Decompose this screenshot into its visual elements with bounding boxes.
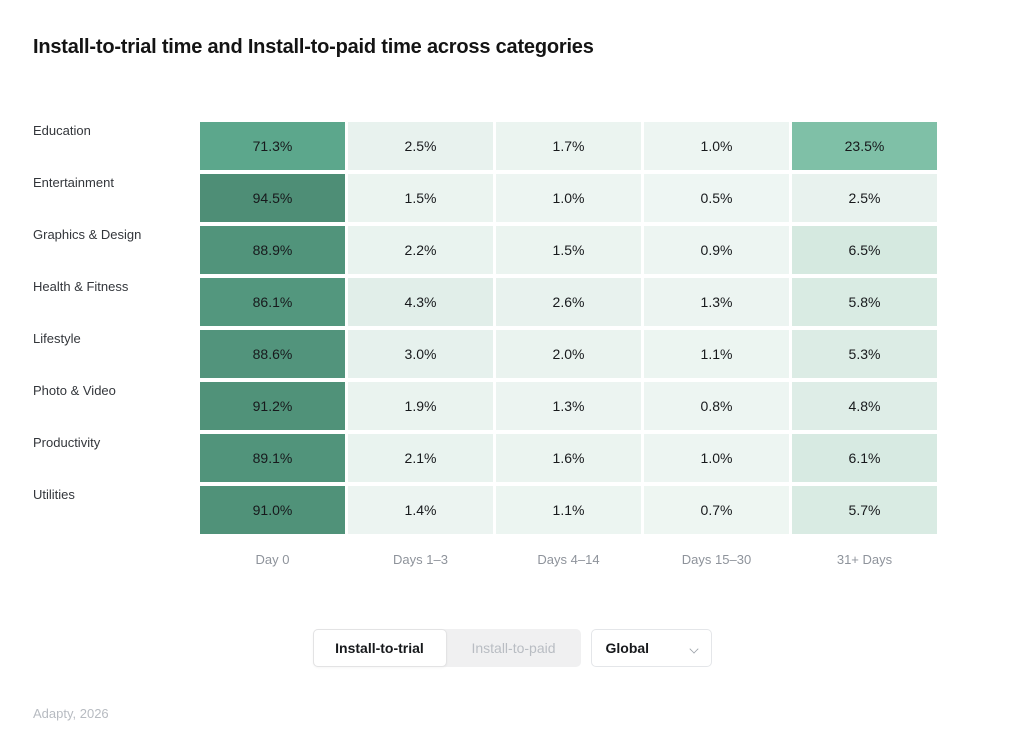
x-axis-label: Days 1–3 <box>393 552 448 567</box>
heatmap-cell: 1.0% <box>496 174 641 222</box>
heatmap-cell: 3.0% <box>348 330 493 378</box>
heatmap-row: Photo & Video 91.2% 1.9% 1.3% 0.8% 4.8% <box>33 382 937 430</box>
row-label: Utilities <box>33 487 75 502</box>
heatmap-cell: 1.5% <box>348 174 493 222</box>
heatmap-cell: 1.9% <box>348 382 493 430</box>
heatmap-row: Health & Fitness 86.1% 4.3% 2.6% 1.3% 5.8% <box>33 278 937 326</box>
row-label: Entertainment <box>33 175 114 190</box>
x-axis-label: 31+ Days <box>836 552 893 567</box>
region-dropdown[interactable]: Global <box>590 629 712 667</box>
heatmap-row: Graphics & Design 88.9% 2.2% 1.5% 0.9% 6.5% <box>33 226 937 274</box>
x-axis-label: Days 15–30 <box>681 552 752 567</box>
heatmap-cell: 88.6% <box>200 330 345 378</box>
row-label: Graphics & Design <box>33 227 142 242</box>
heatmap-cell: 1.6% <box>496 434 641 482</box>
heatmap-cell: 0.7% <box>644 486 789 534</box>
heatmap-cell: 1.3% <box>496 382 641 430</box>
heatmap-cell: 5.7% <box>792 486 937 534</box>
row-label: Lifestyle <box>33 331 81 346</box>
region-dropdown-value: Global <box>605 640 650 656</box>
chart-controls: Install-to-trial Install-to-paid Global <box>0 629 1024 667</box>
heatmap-cell: 1.5% <box>496 226 641 274</box>
heatmap-cell: 1.0% <box>644 434 789 482</box>
heatmap-cell: 89.1% <box>200 434 345 482</box>
row-label: Health & Fitness <box>33 279 129 294</box>
heatmap-cell: 0.8% <box>644 382 789 430</box>
heatmap-cell: 1.4% <box>348 486 493 534</box>
heatmap-cell: 2.5% <box>792 174 937 222</box>
heatmap-cell: 86.1% <box>200 278 345 326</box>
heatmap-rows: Education 71.3% 2.5% 1.7% 1.0% 23.5% Entertain… <box>33 122 937 534</box>
heatmap-cell: 88.9% <box>200 226 345 274</box>
heatmap-cell: 2.5% <box>348 122 493 170</box>
page-title: Install-to-trial time and Install-to-pai… <box>33 36 594 58</box>
heatmap-cell: 0.9% <box>644 226 789 274</box>
heatmap-cell: 2.6% <box>496 278 641 326</box>
heatmap-cell: 23.5% <box>792 122 937 170</box>
heatmap-cell: 6.5% <box>792 226 937 274</box>
heatmap-cell: 4.8% <box>792 382 937 430</box>
row-label: Productivity <box>33 435 101 450</box>
x-axis-label: Day 0 <box>255 552 290 567</box>
metric-toggle: Install-to-trial Install-to-paid <box>312 629 581 667</box>
heatmap-cell: 4.3% <box>348 278 493 326</box>
axis-spacer <box>33 552 197 567</box>
heatmap-cell: 91.2% <box>200 382 345 430</box>
x-axis-label: Days 4–14 <box>537 552 600 567</box>
heatmap-row: Education 71.3% 2.5% 1.7% 1.0% 23.5% <box>33 122 937 170</box>
heatmap-cell: 0.5% <box>644 174 789 222</box>
heatmap-chart: Education 71.3% 2.5% 1.7% 1.0% 23.5% Entertain… <box>33 122 937 567</box>
heatmap-cell: 5.8% <box>792 278 937 326</box>
heatmap-cell: 6.1% <box>792 434 937 482</box>
heatmap-cell: 1.7% <box>496 122 641 170</box>
heatmap-cell: 91.0% <box>200 486 345 534</box>
toggle-install-to-paid[interactable]: Install-to-paid <box>447 629 581 667</box>
row-label: Education <box>33 123 91 138</box>
heatmap-cell: 71.3% <box>200 122 345 170</box>
toggle-install-to-trial[interactable]: Install-to-trial <box>312 629 447 667</box>
heatmap-cell: 1.1% <box>644 330 789 378</box>
source-credit: Adapty, 2026 <box>33 706 109 721</box>
row-label: Photo & Video <box>33 383 116 398</box>
heatmap-cell: 1.0% <box>644 122 789 170</box>
heatmap-row: Entertainment 94.5% 1.5% 1.0% 0.5% 2.5% <box>33 174 937 222</box>
heatmap-cell: 1.3% <box>644 278 789 326</box>
heatmap-cell: 1.1% <box>496 486 641 534</box>
heatmap-row: Lifestyle 88.6% 3.0% 2.0% 1.1% 5.3% <box>33 330 937 378</box>
heatmap-cell: 2.1% <box>348 434 493 482</box>
heatmap-cell: 5.3% <box>792 330 937 378</box>
heatmap-cell: 94.5% <box>200 174 345 222</box>
chevron-down-icon <box>690 642 699 651</box>
heatmap-cell: 2.2% <box>348 226 493 274</box>
heatmap-row: Utilities 91.0% 1.4% 1.1% 0.7% 5.7% <box>33 486 937 534</box>
x-axis-labels: Day 0 Days 1–3 Days 4–14 Days 15–30 31+ Days <box>33 552 937 567</box>
heatmap-row: Productivity 89.1% 2.1% 1.6% 1.0% 6.1% <box>33 434 937 482</box>
heatmap-cell: 2.0% <box>496 330 641 378</box>
